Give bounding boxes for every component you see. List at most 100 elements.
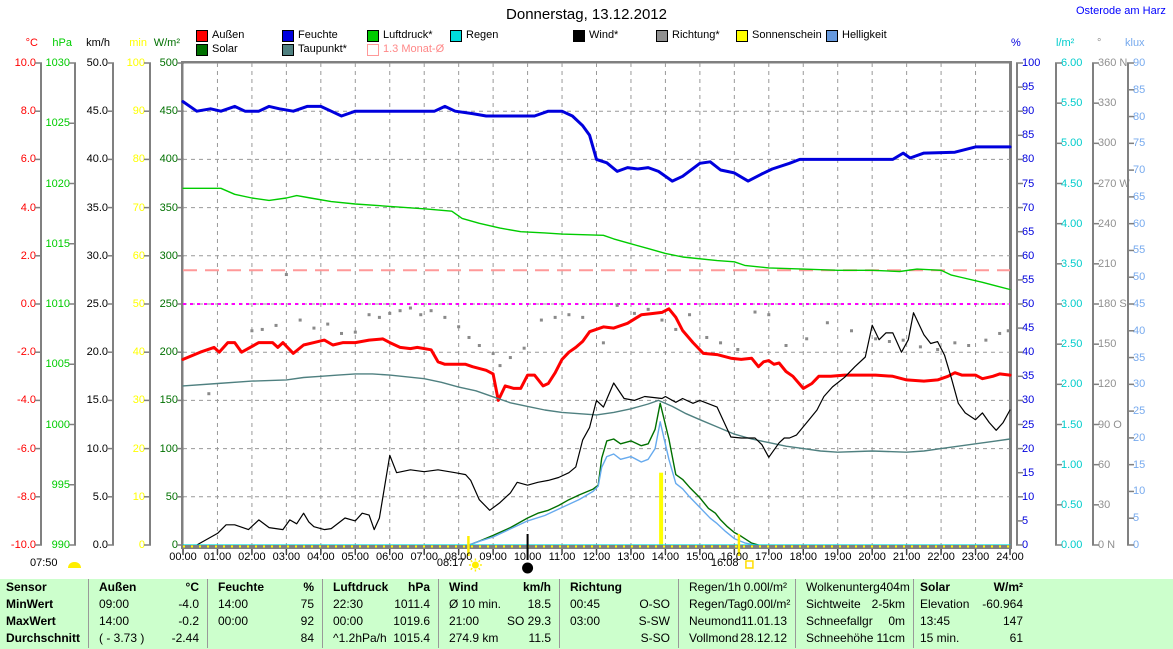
table-row: 21:00 SO 29.3 <box>439 613 559 630</box>
sun-ray <box>470 567 473 571</box>
richtung-dot <box>207 392 211 396</box>
axis-tick-label: 40.0 <box>86 153 108 166</box>
table-row: Sichtweite 2-5km <box>796 596 913 613</box>
table-cell-key: 21:00 <box>449 614 480 628</box>
legend-label: Feuchte <box>298 29 338 41</box>
table-col-1: Feuchte% 14:00 75 00:00 92 84 <box>207 579 322 648</box>
axis-tick-label: 60 <box>132 249 145 262</box>
axis-tick-label: 25 <box>1133 405 1146 418</box>
axis-tick-label: 45 <box>1133 298 1146 310</box>
table-cell-value: 404m <box>879 580 910 594</box>
table-row: Solar W/m² <box>914 579 1173 596</box>
richtung-dot <box>601 341 605 345</box>
table-cell-value: 2-5km <box>871 597 905 611</box>
richtung-dot <box>429 309 433 313</box>
axis-tick-label: 990 <box>51 539 70 551</box>
table-row: Regen/1h 0.00l/m² <box>679 579 795 596</box>
table-cell-value: S-SW <box>638 614 670 628</box>
richtung-dot <box>477 344 481 348</box>
axis-tick-label: 45 <box>1022 322 1035 335</box>
axis-tick-label: 40 <box>1133 324 1146 337</box>
axis-tick-label: 3.00 <box>1061 298 1083 310</box>
table-cell-value: O-SO <box>639 597 670 611</box>
richtung-dot <box>408 306 412 310</box>
richtung-dot <box>498 364 502 368</box>
axis-tick-label: 80 <box>1022 153 1035 166</box>
series-wind-line <box>196 312 1011 546</box>
table-cell-value: % <box>303 580 314 594</box>
richtung-dot <box>457 325 461 329</box>
legend-swatch-icon <box>573 30 585 42</box>
x-axis-label: 22:00 <box>927 551 955 563</box>
axis-tick-label: 100 <box>159 442 178 455</box>
table-cell-key: Außen <box>99 580 137 594</box>
axis-tick-label: 0.0 <box>20 298 36 310</box>
axis-tick-label: 330 <box>1098 97 1117 110</box>
legend-swatch-icon <box>282 44 294 56</box>
axis-tick-label: 210 <box>1098 257 1117 270</box>
axis-tick-label: 150 <box>159 394 178 407</box>
axis-tick-label: 4.00 <box>1061 217 1083 230</box>
axis-header-min: min <box>129 37 147 49</box>
axis-header-kmh: km/h <box>86 37 110 49</box>
table-row: Neumond 11.01.13 <box>679 613 795 630</box>
table-cell-key: Ø 10 min. <box>449 597 502 611</box>
axis-tick-label: 40 <box>132 346 145 359</box>
table-row: 274.9 km 11.5 <box>439 630 559 647</box>
table-cell-key: 14:00 <box>218 597 249 611</box>
axis-tick-label: 40 <box>1022 346 1035 359</box>
table-row: ^1.2hPa/h 1015.4 <box>323 630 438 647</box>
x-axis-label: 09:00 <box>479 551 507 563</box>
legend-swatch-icon <box>282 30 294 42</box>
table-cell-value: 1015.4 <box>393 631 430 645</box>
axis-tick-label: 50 <box>165 490 178 503</box>
richtung-dot <box>984 338 988 342</box>
richtung-dot <box>326 322 330 326</box>
axis-tick-label: 90 <box>1022 105 1035 118</box>
richtung-dot <box>736 348 740 352</box>
axis-tick-label: 30 <box>1022 394 1035 407</box>
table-cell-key: Schneehöhe <box>806 631 874 645</box>
axis-tick-label: 55 <box>1133 244 1146 257</box>
axis-tick-label: 75 <box>1133 137 1146 150</box>
legend-label: Außen <box>212 29 245 41</box>
legend-label: Wind* <box>589 29 619 41</box>
legend-label: Taupunkt* <box>298 43 347 55</box>
richtung-dot <box>353 330 357 334</box>
richtung-dot <box>260 327 264 331</box>
axis-tick-label: 90 <box>1133 57 1146 69</box>
axis-tick-label: 2.50 <box>1061 338 1083 351</box>
series-luftdruck-line <box>182 187 1011 291</box>
axis-tick-label: 150 <box>1098 338 1117 351</box>
table-cell-value: hPa <box>407 580 430 594</box>
axis-tick-label: 1010 <box>45 298 70 310</box>
axis-tick-label: 360 N <box>1098 57 1128 69</box>
axis-tick-label: 0 <box>1133 539 1140 551</box>
table-cell-value: 1019.6 <box>393 614 430 628</box>
table-cell-value: -0.2 <box>178 614 199 628</box>
axis-tick-label: 0.50 <box>1061 498 1083 511</box>
richtung-dot <box>367 313 371 317</box>
axis-tick-label: 60 <box>1133 217 1146 230</box>
axis-tick-label: 3.50 <box>1061 257 1083 270</box>
dawn-time: 07:50 <box>30 557 58 569</box>
table-cell-key: Schneefallgr <box>806 614 873 628</box>
axis-tick-label: 1.00 <box>1061 458 1083 471</box>
legend-swatch-icon <box>656 30 668 42</box>
axis-tick-label: 1000 <box>45 418 70 431</box>
table-cell-value: 18.5 <box>527 597 551 611</box>
table-cell-key: Richtung <box>570 580 622 594</box>
axis-header-hpa: hPa <box>52 37 72 49</box>
axis-tick-label: 0.0 <box>92 539 108 551</box>
stats-table: Sensor MinWert MaxWert Durchschnitt Außen °C 0… <box>0 579 1173 649</box>
table-cell-value: °C <box>185 580 199 594</box>
richtung-dot <box>419 313 423 317</box>
table-row: Luftdruck hPa <box>323 579 438 596</box>
table-row: Feuchte% <box>208 579 322 596</box>
table-row-label: Durchschnitt <box>6 631 81 645</box>
axis-tick-label: 400 <box>159 153 178 166</box>
richtung-dot <box>443 315 447 319</box>
axis-header-wm2: W/m² <box>153 37 180 49</box>
x-axis-label: 03:00 <box>272 551 301 563</box>
axis-tick-label: 5 <box>1133 512 1140 525</box>
